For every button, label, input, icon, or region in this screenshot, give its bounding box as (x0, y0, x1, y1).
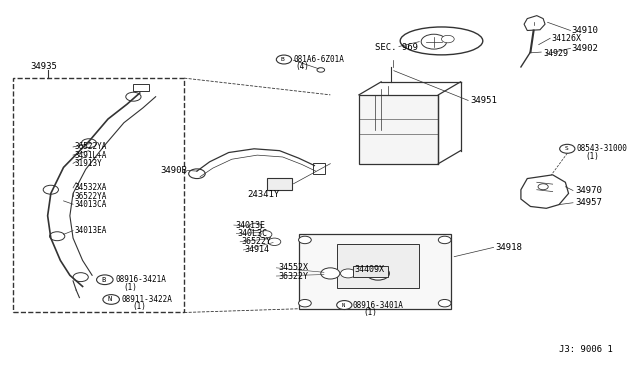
Text: N: N (341, 302, 345, 308)
Polygon shape (521, 175, 568, 208)
Text: 34532XA: 34532XA (75, 183, 108, 192)
Text: 34951: 34951 (470, 96, 497, 105)
Circle shape (442, 35, 454, 43)
Circle shape (438, 299, 451, 307)
Text: 31913Y: 31913Y (75, 159, 102, 168)
Text: B: B (101, 277, 106, 283)
Text: (1): (1) (132, 302, 146, 311)
Text: 34914: 34914 (244, 246, 269, 254)
Text: 08916-3401A: 08916-3401A (353, 301, 403, 310)
Circle shape (421, 34, 447, 49)
Circle shape (367, 267, 389, 280)
Text: 34013CA: 34013CA (75, 200, 108, 209)
Circle shape (317, 68, 324, 72)
Circle shape (559, 144, 575, 153)
Text: 34902: 34902 (572, 44, 598, 53)
Circle shape (259, 231, 272, 238)
Ellipse shape (400, 27, 483, 55)
Text: 34910: 34910 (572, 26, 598, 35)
Text: 34970: 34970 (575, 186, 602, 195)
Text: 36322Y: 36322Y (278, 272, 308, 280)
Bar (133, 84, 149, 91)
Circle shape (299, 299, 311, 307)
Circle shape (81, 139, 97, 148)
Bar (267, 178, 292, 190)
Circle shape (299, 236, 311, 244)
Circle shape (321, 268, 340, 279)
Text: 081A6-6Z01A: 081A6-6Z01A (294, 55, 344, 64)
Text: (1): (1) (586, 153, 600, 161)
Text: 34918: 34918 (495, 243, 522, 252)
Circle shape (73, 273, 88, 282)
Circle shape (337, 301, 352, 310)
Text: (4): (4) (296, 62, 309, 71)
Bar (359, 95, 438, 164)
Bar (13, 78, 184, 312)
Circle shape (189, 169, 205, 179)
Text: 34929: 34929 (543, 49, 568, 58)
Bar (299, 234, 451, 309)
Polygon shape (524, 16, 545, 31)
Text: 34013E: 34013E (235, 221, 265, 230)
Circle shape (268, 238, 281, 246)
Text: 34957: 34957 (575, 198, 602, 207)
Text: 34126X: 34126X (552, 34, 581, 43)
Text: B: B (281, 57, 285, 62)
Text: 36522Y: 36522Y (241, 237, 271, 246)
Text: 36522YA: 36522YA (75, 142, 108, 151)
Circle shape (372, 270, 385, 277)
Text: (1): (1) (364, 308, 377, 317)
Circle shape (340, 269, 356, 278)
Circle shape (126, 92, 141, 101)
Text: J3: 9006 1: J3: 9006 1 (559, 345, 612, 354)
Text: 24341Y: 24341Y (248, 190, 280, 199)
Circle shape (49, 232, 65, 241)
Circle shape (103, 295, 120, 304)
Circle shape (276, 55, 292, 64)
Bar (313, 163, 324, 174)
Text: 3490B: 3490B (160, 166, 187, 175)
Circle shape (538, 184, 548, 190)
Text: 08911-3422A: 08911-3422A (122, 295, 173, 304)
Bar (353, 266, 387, 277)
Text: 36522YA: 36522YA (75, 192, 108, 201)
Circle shape (249, 223, 262, 231)
Text: 340L3C: 340L3C (237, 229, 268, 238)
Text: 34409X: 34409X (355, 265, 385, 274)
Text: 08916-3421A: 08916-3421A (116, 275, 166, 284)
Circle shape (438, 236, 451, 244)
Text: 34552X: 34552X (278, 263, 308, 272)
Text: N: N (108, 296, 112, 302)
Text: 34935: 34935 (31, 62, 58, 71)
Text: 34013EA: 34013EA (75, 226, 108, 235)
Text: S: S (564, 146, 568, 151)
Text: (1): (1) (124, 283, 138, 292)
Circle shape (97, 275, 113, 285)
Text: SEC. 969: SEC. 969 (375, 43, 418, 52)
Text: 3491L+A: 3491L+A (75, 151, 108, 160)
Text: 08543-31000: 08543-31000 (576, 144, 627, 153)
Circle shape (43, 185, 58, 194)
Bar (337, 244, 419, 288)
